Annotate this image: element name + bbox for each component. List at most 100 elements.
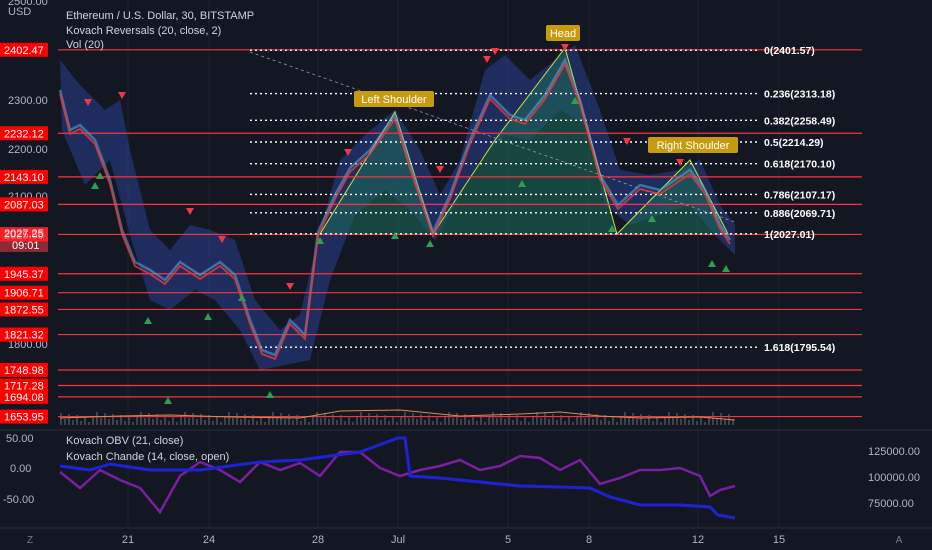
volume-bar: [512, 420, 514, 425]
time-tick: 24: [203, 534, 215, 546]
volume-bar: [500, 413, 502, 425]
volume-bar: [256, 421, 258, 425]
volume-bar: [460, 419, 462, 425]
volume-bar: [268, 417, 270, 425]
volume-bar: [648, 415, 650, 425]
volume-average-line: [59, 409, 736, 421]
volume-bar: [72, 420, 74, 425]
price-tag-value: 2087.03: [4, 199, 44, 211]
volume-bar: [568, 416, 570, 425]
sell-marker: [676, 159, 684, 166]
volume-bar: [100, 418, 102, 425]
volume-bar: [556, 420, 558, 425]
volume-bar: [680, 419, 682, 425]
volume-bar: [392, 416, 394, 425]
volume-bar: [616, 422, 618, 425]
indicator-volume[interactable]: Vol (20): [66, 39, 104, 51]
volume-bar: [344, 421, 346, 425]
price-tag-background: [0, 197, 48, 212]
scale-toggle-left[interactable]: Z: [27, 535, 33, 546]
volume-bar: [708, 417, 710, 425]
price-tag-value: 1821.32: [4, 330, 44, 342]
buy-marker: [571, 97, 579, 104]
volume-bar: [156, 414, 158, 425]
volume-bar: [576, 417, 578, 425]
volume-bar: [376, 414, 378, 425]
price-series: [58, 57, 732, 361]
chande-legend[interactable]: Kovach Chande (14, close, open): [66, 451, 229, 463]
volume-bar: [656, 416, 658, 425]
price-tag-value: 1906.71: [4, 288, 44, 300]
volume-bar: [200, 414, 202, 425]
volume-bar: [704, 422, 706, 425]
volume-bar: [264, 422, 266, 425]
volume-bar: [172, 416, 174, 425]
volume-bar: [572, 422, 574, 425]
price-tag-background: [0, 302, 48, 317]
neckline-trend: [249, 51, 736, 223]
volume-bar: [304, 416, 306, 425]
price-tick: 1800.00: [8, 339, 48, 351]
volume-bar: [324, 413, 326, 425]
volume-bar: [288, 414, 290, 425]
price-tag-value: 2143.10: [4, 172, 44, 184]
right-pane-tick: 100000.00: [868, 472, 920, 484]
volume-bar: [116, 420, 118, 425]
head-text: Head: [550, 28, 576, 40]
buy-marker: [266, 391, 274, 398]
sell-marker: [623, 138, 631, 145]
volume-bar: [136, 417, 138, 425]
volume-bar: [140, 412, 142, 425]
sell-marker: [483, 56, 491, 63]
time-tick: 12: [692, 534, 704, 546]
time-tick: 5: [505, 534, 511, 546]
volume-bar: [548, 419, 550, 425]
volume-bar: [636, 419, 638, 425]
scale-z-button[interactable]: Z: [27, 535, 33, 546]
price-tick: 2500.00: [8, 0, 48, 8]
cloud-band: [60, 45, 735, 370]
buy-marker: [164, 397, 172, 404]
volume-bar: [620, 417, 622, 425]
time-tick: Jul: [391, 534, 405, 546]
left-pane-tick: 50.00: [6, 433, 34, 445]
price-tag-background: [0, 169, 48, 184]
buy-marker: [204, 313, 212, 320]
fib-level-label: 0.786(2107.17): [764, 189, 835, 201]
indicator-reversals[interactable]: Kovach Reversals (20, close, 2): [66, 25, 221, 37]
price-tag-value: 2232.12: [4, 128, 44, 140]
time-axis[interactable]: 21 24 28 Jul 5 8 12 15: [122, 534, 785, 546]
volume-bar: [544, 413, 546, 425]
price-tag-background: [0, 327, 48, 342]
price-tag-background: [0, 378, 48, 393]
price-tag-background: [0, 389, 48, 404]
price-axis-panel[interactable]: [0, 0, 58, 430]
obv-legend[interactable]: Kovach OBV (21, close): [66, 435, 183, 447]
volume-bar: [380, 420, 382, 425]
volume-bar: [668, 412, 670, 425]
volume-bar: [276, 418, 278, 425]
buy-marker: [518, 180, 526, 187]
buy-marker: [91, 182, 99, 189]
volume-bar: [480, 416, 482, 425]
volume-bar: [64, 419, 66, 425]
volume-bar: [224, 417, 226, 425]
volume-bar: [592, 419, 594, 425]
volume-bar: [192, 413, 194, 425]
volume-bar: [248, 420, 250, 425]
volume-bar: [204, 420, 206, 425]
volume-bar: [356, 417, 358, 425]
auto-scale-button[interactable]: A: [896, 535, 903, 546]
left-pane-tick: -50.00: [3, 494, 34, 506]
sell-marker: [186, 208, 194, 215]
volume-bar: [724, 419, 726, 425]
fib-level-label: 0.618(2170.10): [764, 159, 835, 171]
bar-countdown: 09:01: [12, 240, 40, 252]
symbol-title[interactable]: Ethereum / U.S. Dollar, 30, BITSTAMP: [66, 10, 254, 22]
volume-bar: [168, 421, 170, 425]
price-tag-value: 1945.37: [4, 269, 44, 281]
scale-toggle-right[interactable]: A: [896, 535, 903, 546]
sell-marker: [118, 92, 126, 99]
volume-bar: [644, 420, 646, 425]
